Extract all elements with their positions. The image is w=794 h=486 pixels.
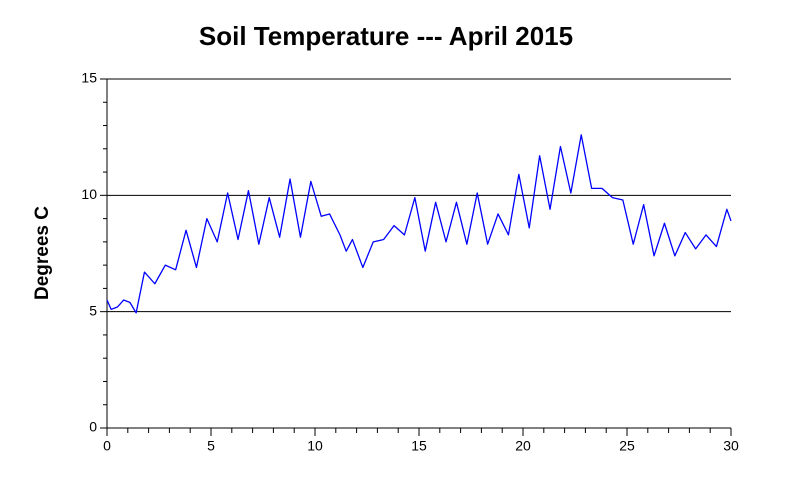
y-tick-label: 0 [89,419,97,435]
y-tick-label: 5 [89,302,97,318]
y-tick-label: 15 [81,70,97,86]
x-tick-label: 0 [103,438,111,454]
x-tick-label: 30 [723,438,739,454]
line [106,134,732,314]
x-tick-label: 25 [619,438,635,454]
x-tick-label: 5 [207,438,215,454]
x-tick-label: 10 [307,438,323,454]
y-axis-label: Degrees C [32,206,53,300]
chart-title: Soil Temperature --- April 2015 [199,21,573,51]
y-tick-label: 10 [81,186,97,202]
x-tick-label: 20 [515,438,531,454]
x-tick-label: 15 [411,438,427,454]
